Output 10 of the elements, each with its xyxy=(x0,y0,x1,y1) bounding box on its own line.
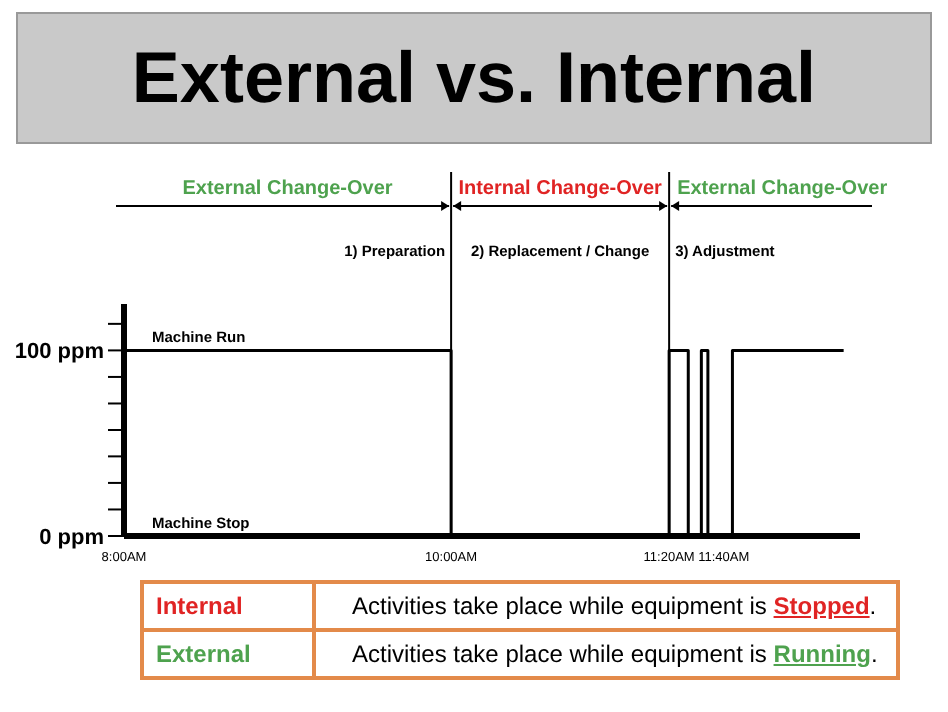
text: Internal Change-Over xyxy=(458,178,663,200)
text: External xyxy=(142,630,314,678)
text: Internal xyxy=(142,582,314,630)
y-tick-label: 100 ppm xyxy=(14,340,105,365)
text: Activities take place while equipment is Stopped. xyxy=(314,582,898,630)
y-tick-label: 0 ppm xyxy=(39,525,105,550)
text: Activities take place while equipment is Running. xyxy=(314,630,898,678)
text: External Change-Over xyxy=(677,178,888,200)
text: External Change-Over xyxy=(182,178,393,200)
chart-title: External vs. Internal xyxy=(16,12,932,144)
